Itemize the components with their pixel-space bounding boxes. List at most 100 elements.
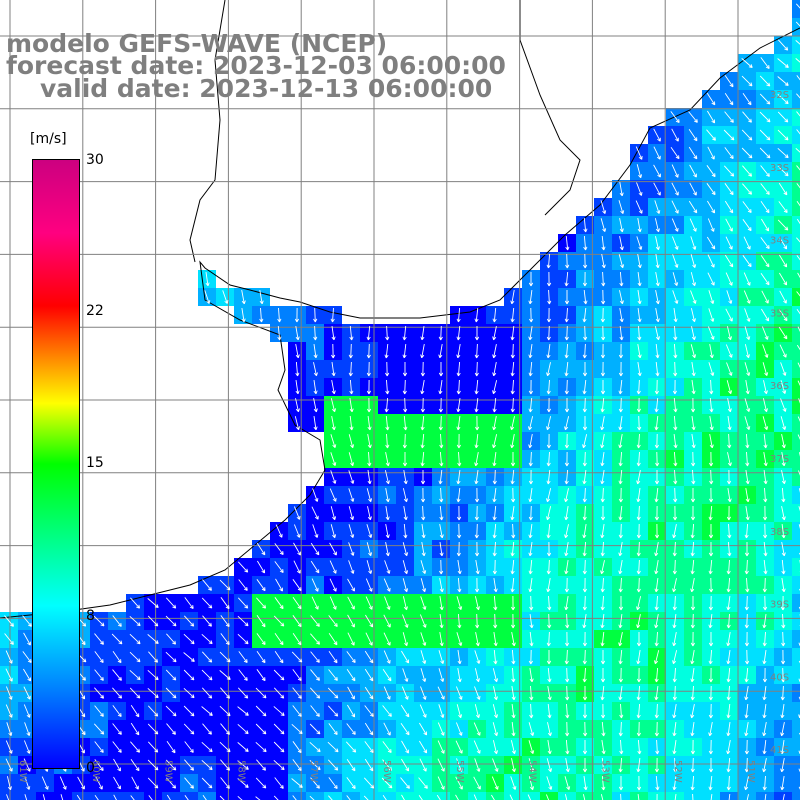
colorbar-tick: 0 [86,760,95,776]
wind-arrow [345,741,357,753]
wind-arrow [492,668,499,683]
wind-arrow [636,379,641,395]
wind-arrow [402,362,408,377]
wind-arrow [781,667,786,683]
wind-arrow [745,470,750,485]
wind-arrow [313,362,318,377]
wind-arrow [295,344,300,359]
wind-arrow [347,578,355,592]
wind-arrow [528,559,533,575]
border-line [519,0,581,216]
wind-arrow [367,434,372,449]
wind-arrow [583,217,588,233]
wind-arrow [529,703,534,719]
wind-arrow [201,706,213,716]
wind-arrow [439,524,444,539]
wind-arrow [741,58,753,69]
colorbar-tick: 30 [86,152,104,168]
colorbar [32,159,80,769]
wind-arrow [546,307,551,323]
wind-arrow [618,776,624,791]
wind-arrow [582,524,587,539]
wind-arrow [745,488,750,503]
wind-arrow [709,487,714,503]
wind-arrow [636,614,641,629]
wind-arrow [348,434,355,449]
wind-arrow [457,523,462,539]
wind-arrow [94,705,104,717]
wind-arrow [473,740,481,754]
wind-arrow [292,741,302,754]
wind-arrow [600,452,605,467]
wind-arrow [310,777,320,789]
wind-arrow [600,416,605,431]
wind-cell [792,180,800,198]
wind-arrow [708,758,714,773]
wind-arrow [762,577,767,593]
wind-arrow [780,722,785,737]
wind-arrow [313,416,318,431]
wind-arrow [528,344,533,359]
wind-arrow [565,631,570,647]
wind-arrow [725,272,733,286]
wind-arrow [672,254,679,268]
wind-arrow [673,361,678,377]
latitude-label: 38S [770,527,789,538]
wind-cell [756,792,774,800]
wind-arrow [564,343,569,359]
wind-arrow [636,451,641,467]
wind-arrow [690,596,696,611]
wind-arrow [129,633,141,645]
wind-arrow [725,344,733,358]
wind-arrow [708,649,713,665]
wind-arrow [690,308,696,323]
wind-cell [792,90,800,108]
wind-arrow [763,487,768,503]
wind-arrow [546,559,551,575]
wind-arrow [582,686,588,701]
wind-arrow [475,415,480,431]
wind-arrow [295,380,300,395]
wind-arrow [778,182,788,196]
wind-arrow [330,398,337,413]
wind-arrow [781,649,786,665]
wind-arrow [474,505,479,521]
wind-cell [738,792,756,800]
wind-arrow [147,669,159,681]
wind-arrow [726,722,731,737]
wind-arrow [237,615,249,627]
wind-arrow [511,613,516,629]
wind-arrow [744,595,749,611]
wind-arrow [546,416,552,431]
wind-arrow [274,633,284,646]
wind-arrow [400,777,410,789]
wind-arrow [365,596,373,610]
wind-arrow [546,631,551,647]
wind-arrow [330,506,337,521]
wind-cell [288,792,306,800]
wind-arrow [438,397,443,413]
wind-arrow [582,649,587,665]
wind-arrow [436,794,441,800]
wind-arrow [565,758,570,773]
wind-arrow [762,775,767,791]
wind-arrow [708,595,713,611]
wind-arrow [618,542,623,557]
wind-arrow [528,290,533,305]
wind-arrow [491,776,499,790]
wind-arrow [655,775,660,791]
wind-arrow [528,488,533,503]
wind-arrow [637,218,642,233]
wind-arrow [492,541,497,557]
wind-arrow [527,416,534,431]
wind-arrow [796,291,800,297]
wind-arrow [474,668,480,683]
wind-arrow [510,343,515,359]
wind-arrow [600,361,605,377]
wind-arrow [777,219,789,231]
wind-arrow [24,776,31,790]
wind-arrow [565,613,570,629]
wind-arrow [706,236,716,250]
wind-arrow [419,740,428,754]
wind-arrow [781,578,786,593]
